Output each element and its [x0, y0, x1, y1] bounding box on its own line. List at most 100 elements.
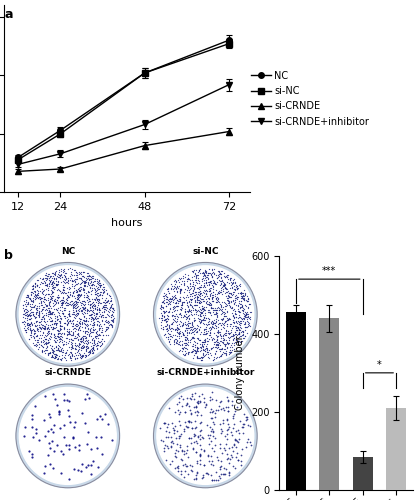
- Point: [62, 276, 69, 284]
- Point: [43, 280, 49, 288]
- Point: [30, 310, 36, 318]
- Point: [25, 320, 32, 328]
- Point: [69, 331, 76, 339]
- Point: [82, 328, 88, 336]
- Point: [233, 322, 239, 330]
- Point: [44, 343, 51, 351]
- Point: [40, 303, 47, 311]
- Point: [167, 326, 173, 334]
- Point: [187, 278, 193, 286]
- Point: [95, 295, 102, 303]
- Point: [229, 280, 236, 288]
- Point: [61, 340, 68, 348]
- Point: [54, 354, 61, 362]
- Point: [99, 311, 106, 319]
- Point: [231, 313, 238, 321]
- Point: [56, 318, 63, 326]
- Point: [52, 269, 59, 277]
- Point: [208, 300, 214, 308]
- Point: [77, 351, 83, 359]
- Point: [206, 329, 213, 337]
- Point: [208, 294, 215, 302]
- Point: [203, 402, 209, 409]
- Point: [36, 340, 43, 348]
- Point: [24, 293, 31, 301]
- Point: [68, 356, 74, 364]
- Point: [35, 288, 42, 296]
- Point: [203, 344, 210, 352]
- Point: [178, 274, 185, 281]
- Point: [198, 316, 205, 324]
- Point: [93, 434, 99, 442]
- Point: [201, 336, 207, 344]
- Point: [93, 329, 99, 337]
- Point: [192, 326, 198, 334]
- Point: [40, 296, 47, 304]
- Point: [77, 274, 83, 281]
- Point: [215, 341, 221, 349]
- Circle shape: [16, 384, 120, 488]
- Point: [209, 317, 216, 325]
- Point: [38, 314, 45, 322]
- Point: [168, 458, 175, 466]
- Point: [73, 312, 80, 320]
- Point: [225, 297, 232, 305]
- Point: [42, 331, 49, 339]
- Point: [83, 352, 89, 360]
- Point: [60, 288, 67, 296]
- Point: [64, 327, 70, 335]
- Point: [52, 282, 59, 290]
- Point: [62, 349, 69, 357]
- Point: [55, 330, 62, 338]
- Point: [210, 283, 217, 291]
- Point: [162, 290, 169, 298]
- Point: [203, 342, 209, 350]
- Point: [235, 340, 242, 347]
- Point: [232, 298, 239, 306]
- Point: [210, 288, 217, 296]
- Point: [51, 337, 58, 345]
- Point: [46, 306, 53, 314]
- Point: [46, 298, 53, 306]
- Point: [60, 390, 67, 398]
- Point: [89, 320, 96, 328]
- Point: [70, 316, 76, 324]
- Point: [71, 334, 78, 342]
- Point: [85, 330, 92, 338]
- Point: [210, 322, 216, 330]
- Point: [74, 272, 81, 280]
- Point: [83, 278, 90, 285]
- Point: [201, 326, 207, 334]
- Point: [173, 310, 180, 318]
- X-axis label: hours: hours: [111, 218, 143, 228]
- Point: [239, 292, 245, 300]
- Point: [181, 328, 188, 336]
- Point: [200, 270, 207, 278]
- Point: [191, 285, 198, 293]
- Point: [49, 288, 56, 296]
- Point: [168, 326, 174, 334]
- Point: [50, 349, 57, 357]
- Point: [79, 278, 86, 286]
- Point: [191, 282, 197, 290]
- Point: [105, 330, 112, 338]
- Point: [54, 286, 61, 294]
- Point: [62, 306, 69, 314]
- Point: [235, 284, 241, 292]
- Point: [198, 298, 205, 306]
- Point: [232, 452, 239, 460]
- Point: [38, 288, 45, 296]
- Point: [184, 298, 191, 306]
- Point: [100, 301, 107, 309]
- Point: [171, 307, 178, 315]
- Point: [225, 292, 231, 300]
- Point: [229, 284, 235, 292]
- Point: [76, 283, 83, 291]
- Point: [182, 270, 188, 278]
- Point: [33, 306, 40, 314]
- Point: [72, 304, 79, 312]
- Point: [68, 354, 74, 362]
- Point: [32, 321, 38, 329]
- Point: [54, 286, 61, 294]
- Point: [208, 323, 215, 331]
